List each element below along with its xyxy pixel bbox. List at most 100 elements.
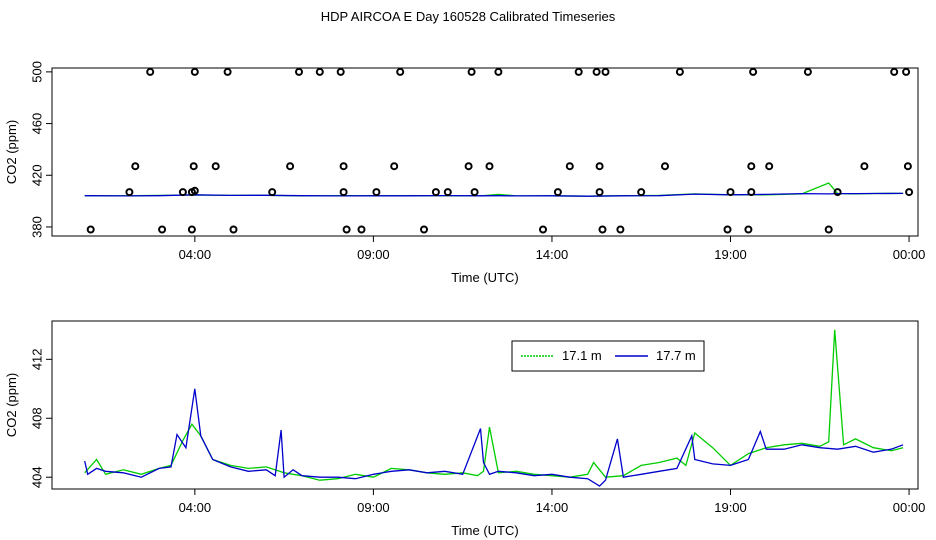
x-tick: 00:00 [893, 489, 926, 515]
x-tick-label: 04:00 [179, 500, 212, 515]
x-tick-label: 00:00 [893, 247, 926, 262]
series-line-17-7-m [84, 388, 904, 487]
calibration-point [131, 162, 140, 171]
calibration-point [485, 162, 494, 171]
calibration-point [396, 67, 405, 76]
bottom-x-axis: 04:00 09:00 14:00 19:00 00:00 [179, 488, 926, 515]
calibration-point [565, 162, 574, 171]
calibration-point [189, 162, 198, 171]
calibration-point [824, 225, 833, 234]
x-tick: 04:00 [179, 489, 212, 515]
calibration-point [637, 188, 646, 197]
calibration-point [223, 67, 232, 76]
calibration-point [178, 188, 187, 197]
bottom-x-ticks: 04:00 09:00 14:00 19:00 00:00 [179, 489, 926, 515]
top-y-axis: 380 420 460 500 [29, 61, 53, 238]
calibration-point [553, 188, 562, 197]
y-tick-label: 380 [29, 216, 44, 238]
x-tick-label: 00:00 [893, 500, 926, 515]
calibration-point [903, 162, 912, 171]
calibration-point [86, 225, 95, 234]
y-tick: 412 [29, 348, 52, 370]
y-tick-label: 412 [29, 348, 44, 370]
x-tick: 04:00 [179, 236, 211, 262]
calibration-point [470, 188, 479, 197]
x-tick-label: 14:00 [536, 500, 569, 515]
calibration-point [595, 162, 604, 171]
calibration-point [229, 225, 238, 234]
y-tick-label: 420 [29, 164, 44, 186]
bottom-x-axis-label: Time (UTC) [451, 523, 518, 538]
calibration-point [890, 67, 899, 76]
x-tick: 00:00 [893, 236, 926, 262]
top-x-ticks: 04:00 09:00 14:00 19:00 00:00 [179, 236, 926, 262]
y-tick-label: 404 [29, 466, 44, 488]
calibration-point [747, 188, 756, 197]
x-tick-label: 09:00 [357, 247, 390, 262]
calibration-point [464, 162, 473, 171]
y-tick: 404 [29, 466, 52, 488]
series-line-17-7-m [84, 192, 904, 197]
legend: 17.1 m 17.7 m [511, 340, 705, 372]
y-tick-label: 500 [29, 61, 44, 83]
calibration-point [315, 67, 324, 76]
x-tick: 19:00 [714, 236, 747, 262]
calibration-point [390, 162, 399, 171]
calibration-point [592, 67, 601, 76]
calibration-point [902, 67, 911, 76]
calibration-point [598, 225, 607, 234]
calibration-point [747, 162, 756, 171]
bottom-y-ticks: 404 408 412 [29, 348, 52, 488]
calibration-point [905, 188, 914, 197]
calibration-point [211, 162, 220, 171]
y-tick-label: 408 [29, 407, 44, 429]
calibration-point [286, 162, 295, 171]
calibration-point [295, 67, 303, 76]
calibration-point [601, 67, 610, 76]
top-y-ticks: 380 420 460 500 [29, 61, 52, 238]
calibration-point [723, 225, 732, 234]
bottom-y-axis-label: CO2 (ppm) [4, 373, 19, 437]
top-panel: 04:00 09:00 14:00 19:00 00:00 380 420 460 500 T… [4, 61, 925, 285]
x-tick-label: 09:00 [357, 500, 390, 515]
calibration-point [190, 186, 199, 195]
calibration-point [187, 225, 196, 234]
calibration-point [675, 67, 684, 76]
figure-title: HDP AIRCOA E Day 160528 Calibrated Times… [321, 9, 616, 24]
calibration-point [744, 225, 753, 234]
calibration-point [833, 188, 842, 197]
top-x-axis-label: Time (UTC) [451, 270, 518, 285]
calibration-point [357, 225, 366, 234]
y-tick: 500 [29, 61, 52, 83]
calibration-point [420, 225, 428, 234]
legend-label-17-1: 17.1 m [562, 348, 602, 363]
top-y-axis-label: CO2 (ppm) [4, 120, 19, 184]
x-tick: 09:00 [357, 236, 390, 262]
top-x-axis: 04:00 09:00 14:00 19:00 00:00 [179, 235, 926, 262]
calibration-point [146, 67, 155, 76]
calibration-point [726, 188, 735, 197]
calibration-point [749, 67, 758, 76]
calibration-point [336, 67, 345, 76]
calibration-point [765, 162, 774, 171]
y-tick: 420 [29, 164, 52, 186]
bottom-panel: 04:00 09:00 14:00 19:00 00:00 404 408 412 Time… [4, 320, 926, 538]
top-plot-frame [51, 67, 919, 237]
y-tick-label: 460 [29, 113, 44, 135]
x-tick-label: 14:00 [536, 247, 569, 262]
calibration-point [431, 188, 440, 197]
calibration-point [467, 67, 476, 76]
calibration-point [616, 225, 625, 234]
y-tick: 408 [29, 407, 52, 429]
calibration-point [494, 67, 503, 76]
x-tick: 14:00 [536, 236, 569, 262]
x-tick: 14:00 [536, 489, 569, 515]
calibration-point [860, 162, 869, 171]
calibration-point [595, 188, 604, 197]
calibration-point [661, 162, 669, 171]
top-data-layer [84, 67, 914, 234]
calibration-point [190, 67, 199, 76]
calibration-point [158, 225, 167, 234]
y-tick: 460 [29, 113, 52, 135]
